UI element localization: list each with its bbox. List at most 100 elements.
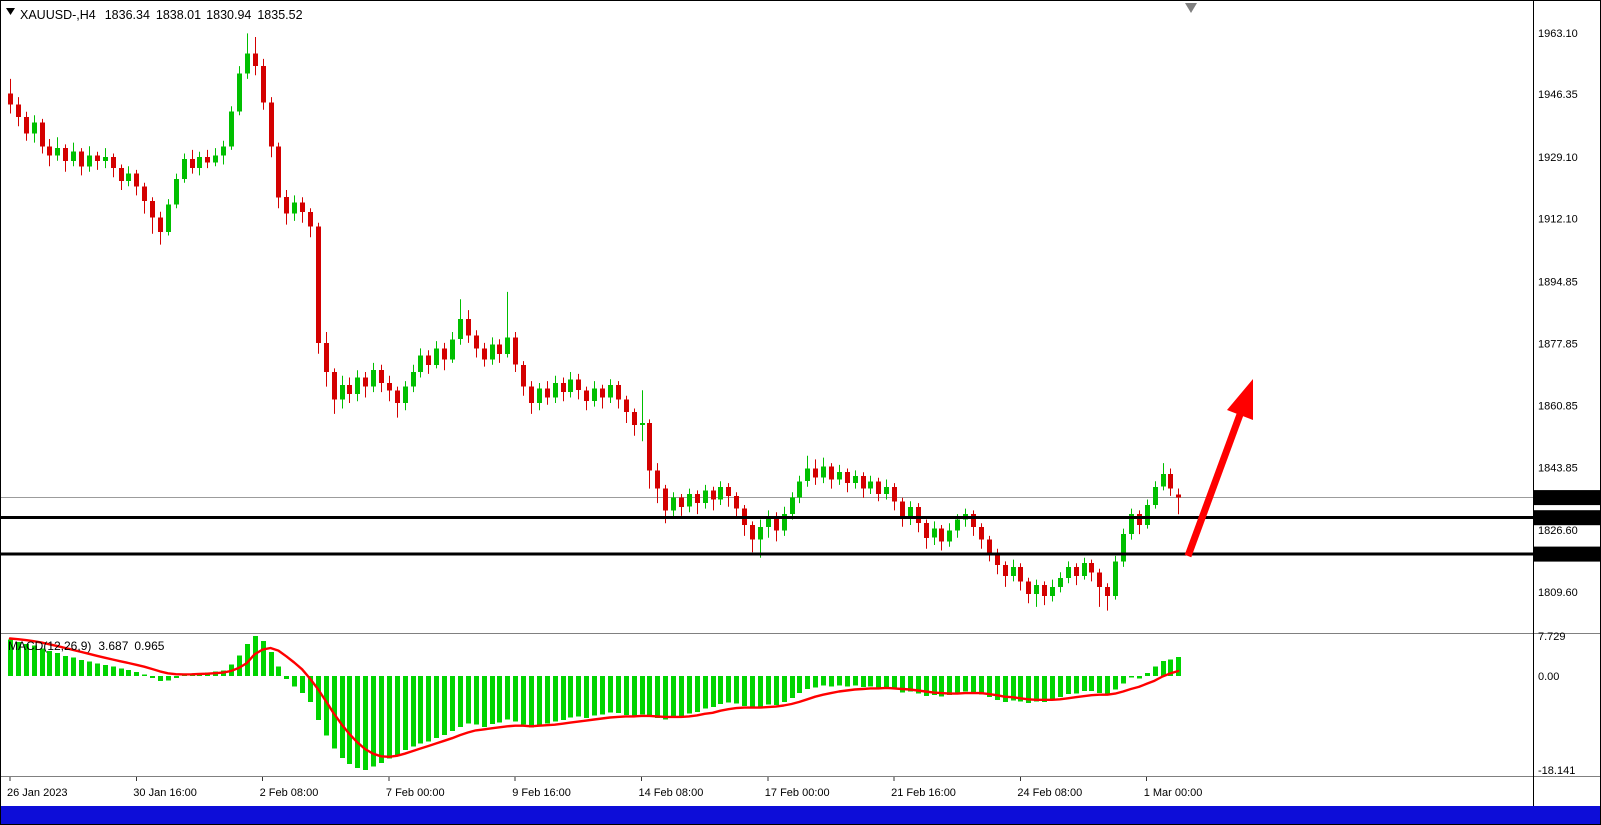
macd-histogram-bar [529,676,534,728]
macd-histogram-bar [324,676,329,736]
candle-body [284,197,289,214]
macd-histogram-bar [813,676,818,688]
candle-body [947,530,952,542]
macd-histogram-bar [679,676,684,716]
macd-histogram-bar [1066,676,1071,695]
macd-histogram-bar [963,676,968,692]
macd-histogram-bar [829,676,834,687]
macd-histogram-bar [395,676,400,755]
candle-body [474,335,479,349]
macd-histogram-bar [16,641,21,676]
macd-histogram-bar [387,676,392,759]
candle-body [1153,486,1158,505]
macd-histogram [8,635,1181,770]
candle-body [521,364,526,387]
candle-body [103,157,108,161]
macd-histogram-bar [892,676,897,690]
macd-histogram-bar [1145,672,1150,676]
macd-histogram-bar [490,676,495,725]
candle-body [1050,586,1055,596]
macd-histogram-bar [497,676,502,723]
candle-body [490,344,495,360]
macd-histogram-bar [300,676,305,694]
candle-body [892,486,897,502]
candle-body [466,319,471,336]
candle-body [513,337,518,365]
macd-histogram-bar [111,666,116,676]
candle-body [679,497,684,507]
candle-body [1026,581,1031,595]
macd-histogram-bar [450,676,455,731]
candle-body [347,384,352,394]
candle-body [442,348,447,360]
macd-histogram-bar [174,676,179,679]
candle-body [363,377,368,387]
candle-body [63,148,68,161]
macd-histogram-bar [616,676,621,713]
macd-histogram-bar [1161,661,1166,676]
candle-body [845,472,850,484]
horizontal-line-objects[interactable] [1,516,1533,556]
macd-histogram-bar [482,676,487,727]
candle-body [458,319,463,340]
macd-histogram-bar [71,657,76,676]
candle-body [821,466,826,478]
macd-histogram-bar [47,651,52,676]
price-axis[interactable]: 1963.10 1946.35 1929.10 1912.10 1894.85 1877.… [1534,28,1600,599]
macd-histogram-bar [995,676,1000,700]
price-axis-label: 1963.10 [1538,28,1578,40]
macd-histogram-bar [316,676,321,720]
macd-scale-label: -18.141 [1538,765,1575,777]
macd-histogram-bar [340,676,345,758]
macd-histogram-bar [1105,676,1110,695]
macd-scale-label: 0.00 [1538,671,1559,683]
macd-histogram-bar [695,676,700,712]
candle-body [213,155,218,163]
macd-histogram-bar [553,676,558,722]
candle-body [111,157,116,169]
macd-histogram-bar [1153,666,1158,676]
candle-body [411,372,416,387]
candle-body [884,486,889,495]
symbol-dropdown-icon[interactable] [6,8,15,15]
macd-histogram-bar [245,643,250,676]
macd-histogram-bar [1129,676,1134,678]
candle-body [482,348,487,360]
candle-body [987,539,992,553]
candle-body [1082,563,1087,576]
candle-body [813,468,818,478]
candle-body [497,344,502,354]
candle-body [371,370,376,387]
candle-body [300,202,305,212]
macd-histogram-bar [537,676,542,726]
candle-body [261,66,266,103]
candle-body [766,515,771,527]
macd-histogram-bar [568,676,573,718]
candle-body [805,468,810,482]
macd-histogram-bar [687,676,692,714]
candle-body [632,412,637,425]
macd-histogram-bar [379,676,384,764]
macd-histogram-bar [640,676,645,715]
macd-histogram-bar [932,676,937,696]
macd-scale-label: 7.729 [1538,631,1566,643]
price-axis-label: 1826.60 [1538,525,1578,537]
candle-body [276,146,281,198]
bid-price-badge-bg [1534,490,1600,506]
candle-body [853,475,858,484]
candle-body [829,466,834,480]
time-axis-label: 24 Feb 08:00 [1017,787,1082,799]
taskbar-strip [0,806,1601,825]
time-axis[interactable]: 26 Jan 2023 30 Jan 16:00 2 Feb 08:00 7 Feb … [7,777,1202,799]
macd-histogram-bar [947,676,952,696]
candle-body [158,217,163,232]
chart-shift-marker[interactable] [1185,3,1197,13]
macd-histogram-bar [126,669,131,676]
candle-body [932,528,937,538]
macd-histogram-bar [647,676,652,717]
trend-arrow-annotation[interactable] [1184,379,1253,558]
candle-body [600,388,605,398]
macd-histogram-bar [805,676,810,689]
candle-body [1097,572,1102,587]
